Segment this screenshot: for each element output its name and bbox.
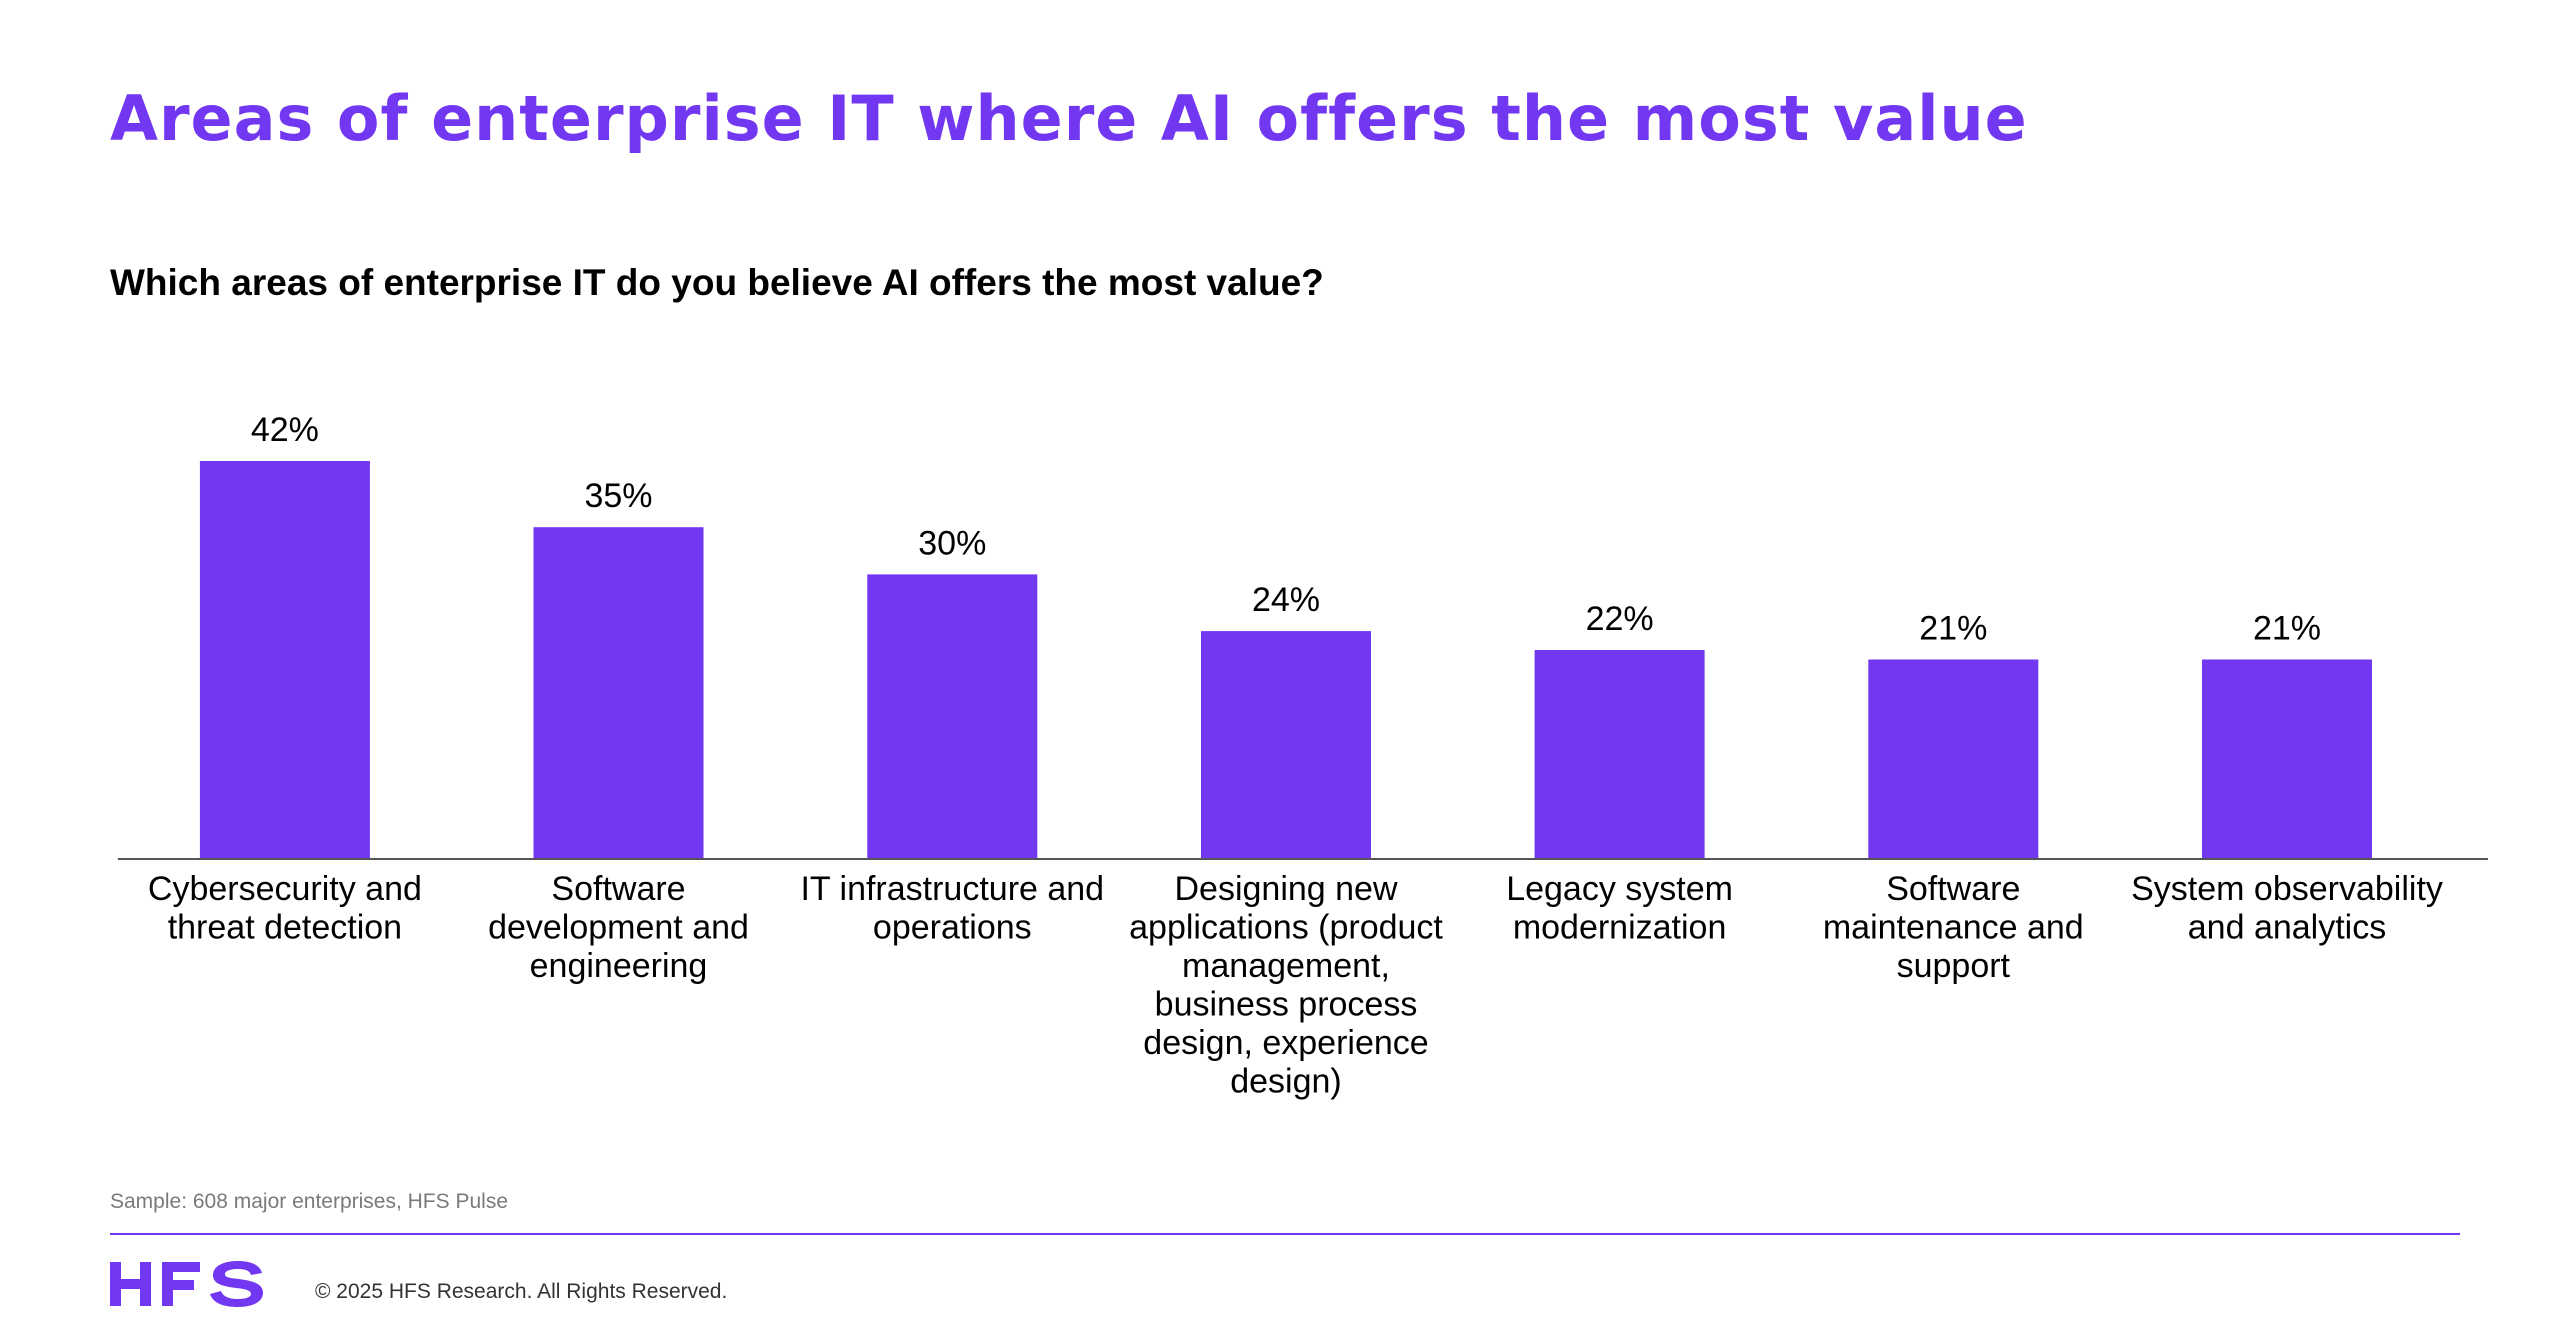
bar (1534, 650, 1705, 858)
data-label: 24% (1252, 581, 1320, 619)
category-label: Cybersecurity and threat detection (148, 870, 422, 947)
data-label: 42% (251, 411, 319, 449)
bar-chart: 42% Cybersecurity and threat detection 35% S… (118, 411, 2488, 1100)
category-label: Software development and engineering (488, 870, 749, 985)
footer-divider (110, 1233, 2460, 1235)
data-label: 35% (584, 477, 652, 515)
category-label: IT infrastructure and operations (800, 870, 1104, 947)
data-label: 22% (1586, 600, 1654, 638)
sample-note: Sample: 608 major enterprises, HFS Pulse (110, 1190, 509, 1213)
hfs-logo (110, 1261, 263, 1307)
data-label: 21% (2253, 610, 2321, 648)
data-label: 21% (1919, 610, 1987, 648)
bar (2202, 659, 2372, 858)
bar (867, 574, 1038, 858)
bar (533, 527, 704, 858)
chart-question: Which areas of enterprise IT do you beli… (110, 262, 1324, 303)
copyright-text: © 2025 HFS Research. All Rights Reserved… (315, 1280, 728, 1303)
category-label: Software maintenance and support (1823, 870, 2084, 985)
category-label: Designing new applications (product manage… (1129, 870, 1443, 1100)
bar (1201, 631, 1371, 858)
category-label: Legacy system modernization (1506, 870, 1733, 947)
data-label: 30% (918, 524, 986, 562)
bar (199, 461, 370, 858)
bar (1868, 659, 2039, 858)
page-title: Areas of enterprise IT where AI offers t… (110, 82, 2028, 155)
category-label: System observability and analytics (2131, 870, 2443, 947)
